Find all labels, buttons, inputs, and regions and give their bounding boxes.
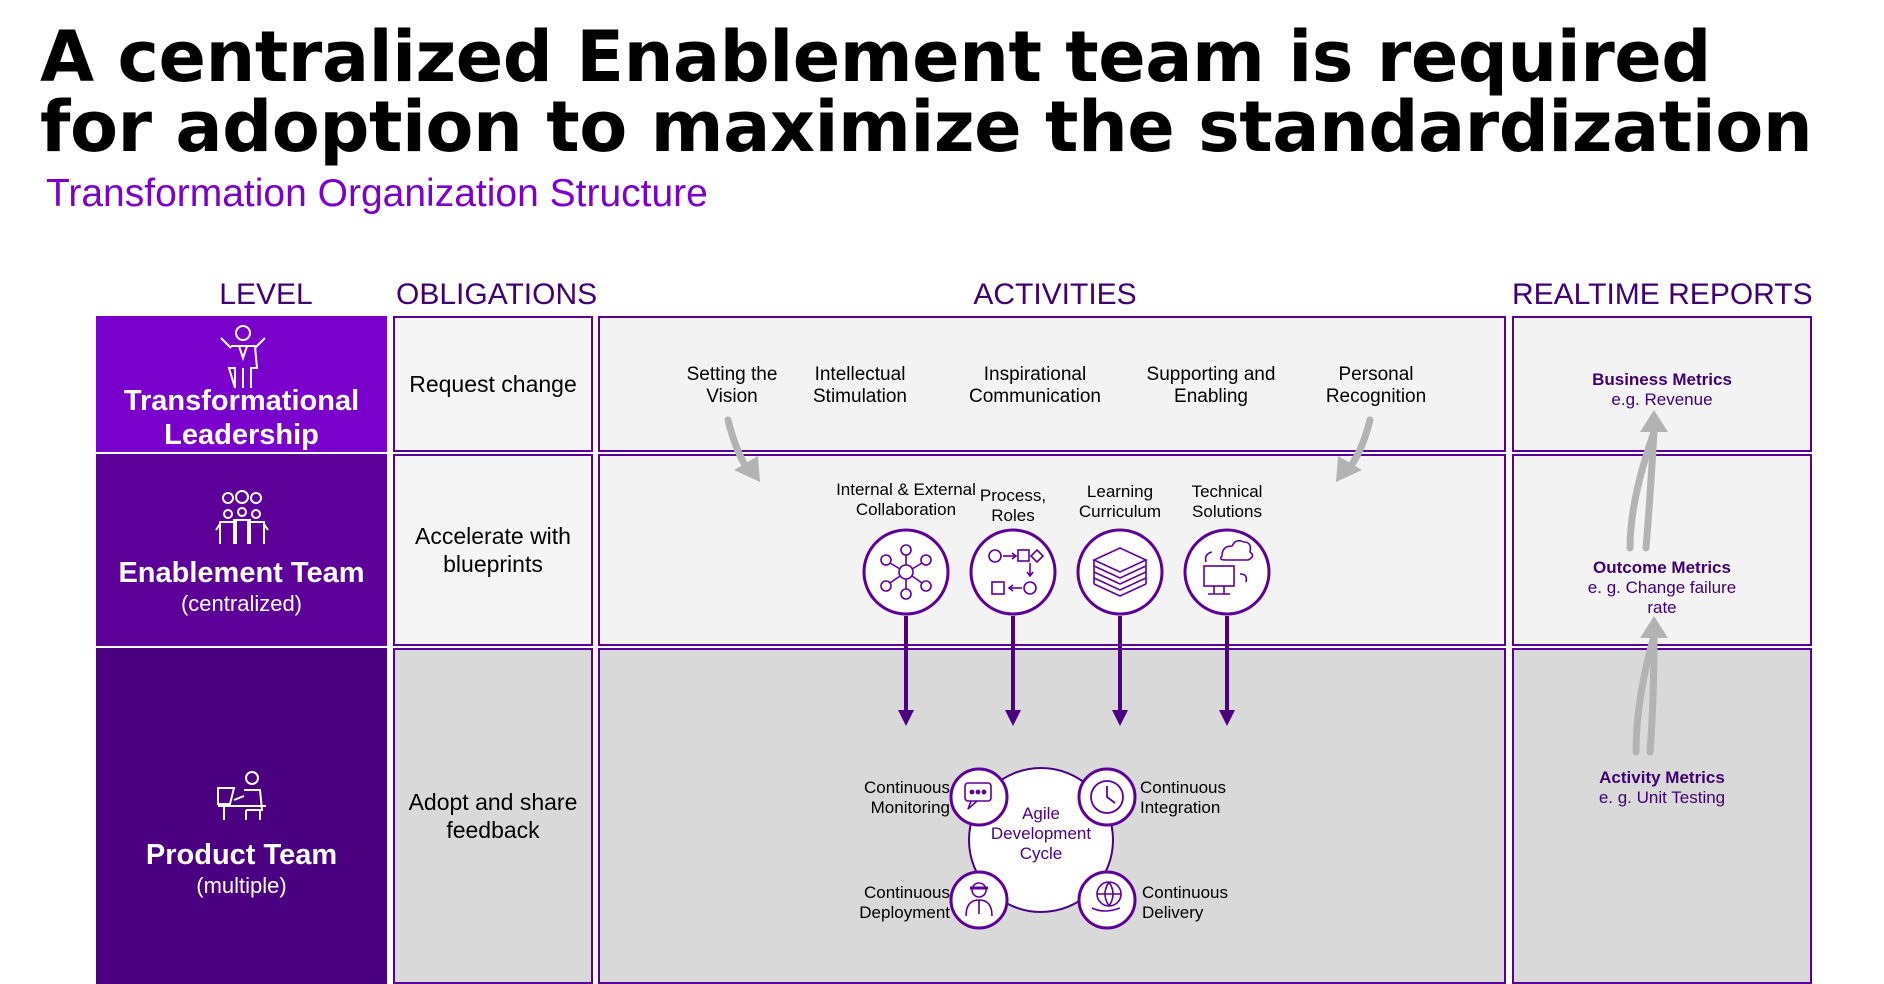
- level-enablement-team: Enablement Team (centralized): [96, 454, 387, 646]
- reports-product-row: [1512, 648, 1812, 984]
- report-arrow-lower: [1632, 632, 1658, 756]
- enablement-process-label: Process, Roles: [979, 486, 1047, 525]
- cloud-computer-icon-circle: [1183, 528, 1271, 616]
- activity-personal-recognition: Personal Recognition: [1325, 364, 1427, 407]
- column-header-reports: REALTIME REPORTS: [1512, 278, 1813, 311]
- monitoring-chat-icon: [964, 782, 992, 810]
- report-arrowhead-lower: [1640, 616, 1668, 638]
- arrowhead-4: [1219, 710, 1235, 726]
- enablement-technical-label: Technical Solutions: [1191, 482, 1263, 521]
- activity-intellectual-stimulation: Intellectual Stimulation: [813, 364, 907, 407]
- grey-arrow-right: [1344, 416, 1374, 474]
- arrowhead-2: [1005, 710, 1021, 726]
- obligation-request-change: Request change: [393, 316, 593, 452]
- business-metrics: Business Metrics e.g. Revenue: [1592, 370, 1732, 409]
- activity-inspirational-communication: Inspirational Communication: [969, 364, 1101, 407]
- team-gears-icon: [215, 490, 269, 544]
- books-icon: [1092, 547, 1148, 597]
- enablement-collaboration-label: Internal & External Collaboration: [836, 480, 976, 519]
- reports-enablement-row: [1512, 454, 1812, 646]
- person-at-desk-icon: [217, 771, 266, 820]
- level-transformational-leadership: Transformational Leadership: [96, 316, 387, 452]
- deployment-agent-icon: [965, 882, 993, 917]
- arrowhead-1: [898, 710, 914, 726]
- page-title: A centralized Enablement team is require…: [40, 16, 1813, 168]
- delivery-globe-icon: [1091, 881, 1122, 912]
- level-subtitle: (centralized): [180, 591, 303, 616]
- column-header-level: LEVEL: [219, 278, 313, 311]
- integration-clock-icon: [1090, 780, 1124, 814]
- column-header-obligations: OBLIGATIONS: [396, 278, 598, 311]
- cycle-integration-label: Continuous Integration: [1140, 778, 1227, 817]
- obligation-accelerate: Accelerate with blueprints: [393, 454, 593, 646]
- level-subtitle: (multiple): [196, 873, 287, 898]
- obligation-adopt-share: Adopt and share feedback: [393, 648, 593, 984]
- leader-person-icon: [220, 325, 266, 389]
- page-subtitle: Transformation Organization Structure: [46, 172, 708, 215]
- activities-leadership-row: [598, 316, 1506, 452]
- outcome-metrics: Outcome Metrics e. g. Change failure rat…: [1587, 558, 1737, 617]
- monitoring-icon-circle: [949, 767, 1009, 827]
- level-product-team: Product Team (multiple): [96, 648, 387, 984]
- grey-arrow-left: [724, 416, 752, 474]
- process-flow-icon: [988, 548, 1045, 595]
- delivery-icon-circle: [1077, 870, 1137, 930]
- column-header-activities: ACTIVITIES: [973, 278, 1137, 311]
- agile-cycle-center-label: Agile Development Cycle: [990, 804, 1092, 863]
- arrowhead-3: [1112, 710, 1128, 726]
- network-icon-circle: [862, 528, 950, 616]
- activity-supporting-enabling: Supporting and Enabling: [1146, 364, 1276, 407]
- enablement-learning-label: Learning Curriculum: [1078, 482, 1162, 521]
- report-arrow-upper: [1626, 428, 1658, 552]
- cloud-computer-icon: [1203, 539, 1254, 595]
- grey-arrowhead-left: [734, 456, 760, 482]
- cycle-monitoring-label: Continuous Monitoring: [863, 778, 950, 817]
- cycle-delivery-label: Continuous Delivery: [1142, 883, 1229, 922]
- activities-enablement-row: [598, 454, 1506, 646]
- grey-arrowhead-right: [1336, 456, 1362, 482]
- report-arrowhead-upper: [1640, 410, 1668, 432]
- level-name: Enablement Team: [118, 557, 365, 589]
- level-name: Product Team: [145, 839, 338, 871]
- level-name: Transformational Leadership: [123, 385, 360, 451]
- network-icon: [880, 544, 932, 600]
- activity-metrics: Activity Metrics e. g. Unit Testing: [1598, 768, 1726, 807]
- cycle-deployment-label: Continuous Deployment: [859, 883, 950, 922]
- activity-setting-vision: Setting the Vision: [686, 364, 778, 407]
- process-flow-icon-circle: [969, 528, 1057, 616]
